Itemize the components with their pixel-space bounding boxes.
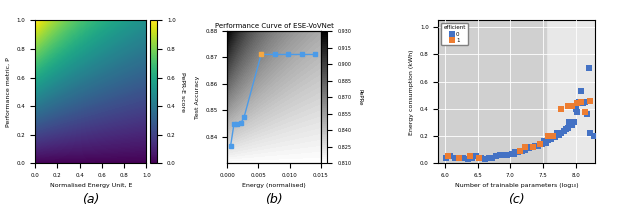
0 [543,139,553,142]
0 [497,153,508,157]
0 [450,156,460,159]
0 [541,141,551,144]
0 [556,132,566,135]
0 [515,149,525,153]
X-axis label: Number of trainable parameters (log₁₀): Number of trainable parameters (log₁₀) [455,183,579,188]
0 [546,137,556,140]
0 [480,157,491,161]
0 [510,151,520,154]
X-axis label: Normalised Energy Unit, E: Normalised Energy Unit, E [49,183,132,188]
Bar [438,20,546,163]
0 [456,156,467,159]
1 [515,149,525,153]
0 [567,123,577,127]
1 [572,102,582,105]
0 [576,90,586,93]
1 [465,155,475,158]
0 [513,151,524,154]
0 [441,156,451,159]
0 [520,148,530,151]
0 [445,155,455,158]
0 [517,149,527,153]
0 [559,129,569,132]
Text: (c): (c) [509,193,525,204]
0 [458,156,468,159]
X-axis label: Energy (normalised): Energy (normalised) [242,183,306,188]
1 [520,145,530,149]
0 [469,155,479,158]
0 [528,145,538,149]
1 [534,143,545,146]
Y-axis label: Energy consumption (kWh): Energy consumption (kWh) [410,49,414,135]
Y-axis label: Performance metric, P: Performance metric, P [6,57,11,127]
0 [536,143,547,146]
Text: (b): (b) [265,193,283,204]
0 [561,128,571,131]
0 [570,107,580,110]
0 [491,155,501,158]
0 [563,126,573,130]
0 [487,156,497,159]
Y-axis label: Test Accuracy: Test Accuracy [195,75,200,119]
0 [569,121,579,124]
Y-axis label: PePRe: PePRe [357,89,362,105]
1 [556,107,566,110]
0 [579,102,589,105]
0 [564,121,574,124]
0 [580,100,591,104]
Text: (a): (a) [82,193,99,204]
0 [534,143,545,146]
0 [526,145,536,149]
0 [524,147,534,150]
0 [589,134,599,138]
1 [474,156,484,159]
0 [471,155,481,158]
0 [539,140,549,143]
0 [502,153,512,157]
0 [530,144,540,147]
0 [508,152,518,155]
0 [550,136,560,139]
1 [580,110,591,113]
0 [585,132,595,135]
0 [582,113,593,116]
0 [552,132,563,135]
0 [584,66,594,70]
0 [572,110,582,113]
0 [495,153,506,157]
1 [443,155,453,158]
Y-axis label: PePR-E score: PePR-E score [180,72,186,112]
0 [554,133,564,136]
0 [573,100,584,104]
1 [563,104,573,108]
0 [484,156,495,159]
Title: Performance Curve of ESE-VoVNet: Performance Curve of ESE-VoVNet [214,23,333,29]
0 [452,156,462,159]
1 [585,99,595,102]
0 [506,152,516,155]
0 [565,123,575,127]
1 [567,104,577,108]
0 [463,157,473,161]
Legend: 0, 1: 0, 1 [441,23,468,45]
1 [528,145,538,149]
0 [548,134,558,138]
0 [476,156,486,159]
1 [543,134,553,138]
1 [576,100,586,104]
1 [454,156,465,159]
0 [532,144,543,147]
1 [548,134,558,138]
0 [467,156,477,159]
